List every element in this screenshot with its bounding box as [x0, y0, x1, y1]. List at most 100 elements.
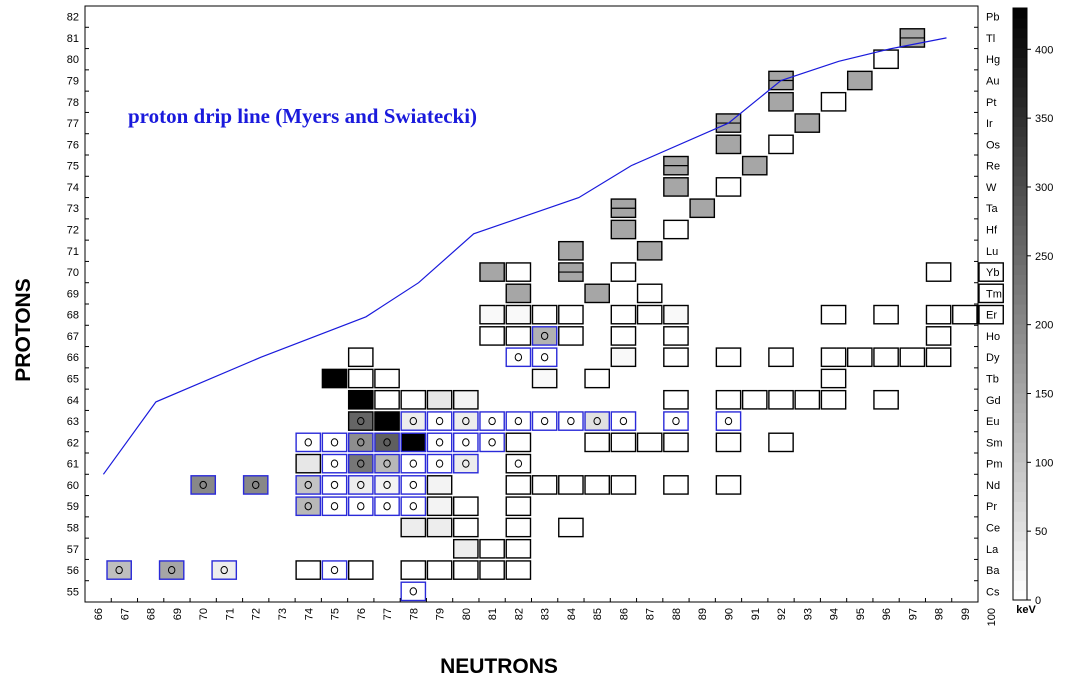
- element-label: Dy: [986, 352, 1000, 364]
- colorbar-segment: [1013, 304, 1027, 315]
- element-label: Tl: [986, 33, 995, 45]
- proton-emitter-marker: [435, 459, 444, 468]
- x-tick-label: 94: [829, 608, 841, 620]
- nucleus-cell: [873, 389, 899, 410]
- x-tick-label: 95: [855, 608, 867, 620]
- x-tick-label: 83: [540, 608, 552, 620]
- element-label: Pt: [986, 97, 996, 109]
- proton-emitter-marker: [357, 459, 365, 468]
- proton-emitter-marker: [357, 480, 365, 490]
- nucleus-cell: [636, 304, 663, 325]
- nucleus-cell: [663, 475, 689, 495]
- proton-emitter-marker: [409, 459, 418, 468]
- colorbar-segment: [1013, 37, 1027, 49]
- nucleus-cell: [925, 326, 952, 346]
- element-label: Sm: [986, 437, 1003, 449]
- colorbar-segment: [1013, 392, 1027, 404]
- colorbar-segment: [1013, 96, 1027, 108]
- colorbar-segment: [1013, 156, 1027, 167]
- nucleus-cell: [584, 283, 610, 304]
- nucleus-cell: [978, 262, 1004, 282]
- nucleus-cell: [820, 304, 847, 325]
- nucleus-cell: [426, 560, 453, 580]
- nucleus-cell: [610, 347, 637, 368]
- colorbar-segment: [1013, 244, 1027, 256]
- nucleus-cell: [689, 198, 716, 219]
- colorbar-segment: [1013, 106, 1027, 118]
- proton-emitter-marker: [488, 438, 496, 447]
- colorbar-segment: [1013, 8, 1027, 19]
- nucleus-cell: [211, 560, 238, 580]
- colorbar-segment: [1013, 284, 1027, 295]
- element-labels: Cs Ba La Ce Pr Nd Pm Sm Eu Gd Tb Dy Ho Er Tm Yb Lu Hf Ta WR…: [974, 5, 1003, 598]
- x-tick-label: 78: [408, 608, 420, 620]
- nucleus-cell: [636, 432, 663, 453]
- x-tick-label: 75: [330, 608, 342, 620]
- nucleus-cell: [374, 368, 400, 389]
- y-tick-label: 64: [67, 395, 79, 407]
- x-tick-label: 98: [934, 608, 946, 620]
- element-label: Au: [986, 76, 999, 88]
- proton-emitter-marker: [357, 502, 365, 511]
- drip-line-annotation: proton drip line (Myers and Swiatecki): [128, 104, 477, 128]
- element-label: Re: [986, 161, 1000, 173]
- nucleus-cell: [925, 347, 952, 368]
- element-label: Pm: [986, 459, 1003, 471]
- nucleus-cell: [505, 475, 532, 495]
- x-tick-label: 92: [776, 608, 788, 620]
- y-tick-label: 75: [67, 161, 79, 173]
- nucleus-cell: [321, 368, 348, 389]
- colorbar: 0 50 100 150 200 250 300 350 400: [1012, 7, 1053, 607]
- x-tick-label: 88: [671, 608, 683, 620]
- proton-emitter-marker: [330, 502, 339, 511]
- y-tick-label: 56: [67, 565, 79, 577]
- x-tick-label: 91: [750, 608, 762, 620]
- nucleus-cell: [558, 411, 584, 431]
- proton-emitter-marker: [409, 480, 418, 490]
- nucleus-cell: [846, 347, 873, 368]
- y-tick-label: 60: [67, 480, 79, 492]
- y-tick-label: 62: [67, 437, 79, 449]
- element-label: Gd: [986, 395, 1001, 407]
- nucleus-cell: [347, 475, 374, 495]
- nucleus-cell: [663, 304, 689, 325]
- x-tick-label: 85: [592, 608, 604, 620]
- nucleus-cell: [610, 262, 637, 282]
- colorbar-segment: [1013, 590, 1027, 601]
- nucleus-cell: [321, 432, 348, 453]
- x-axis-title: NEUTRONS: [440, 655, 558, 678]
- nucleus-cell: [978, 283, 1004, 304]
- y-tick-label: 80: [67, 54, 79, 66]
- nucleus-cell: [347, 496, 374, 517]
- y-tick-label: 55: [67, 586, 79, 598]
- x-tick-label: 71: [224, 608, 236, 620]
- proton-emitter-marker: [330, 480, 339, 490]
- y-tick-label: 57: [67, 544, 79, 556]
- element-label: Eu: [986, 416, 999, 428]
- nucleus-cell: [610, 432, 637, 453]
- y-tick-label: 73: [67, 203, 79, 215]
- colorbar-segment: [1013, 185, 1027, 197]
- element-label: La: [986, 544, 999, 556]
- nucleus-cell: [531, 326, 558, 346]
- y-tick-label: 65: [67, 374, 79, 386]
- nucleus-cell: [794, 113, 821, 133]
- nucleus-cell: [400, 432, 427, 453]
- proton-emitter-marker: [435, 416, 444, 426]
- nucleus-cell: [820, 347, 847, 368]
- nucleus-cell: [295, 496, 322, 517]
- colorbar-segment: [1013, 432, 1027, 443]
- nucleus-cell: [584, 411, 610, 431]
- nucleus-cell: [505, 517, 532, 538]
- element-label: Pb: [986, 12, 999, 24]
- colorbar-segment: [1013, 313, 1027, 325]
- nucleus-cell: [610, 475, 637, 495]
- nucleus-cell: [768, 347, 794, 368]
- nucleus-cell: [295, 453, 322, 474]
- proton-emitter-marker: [514, 353, 523, 362]
- colorbar-segment: [1013, 17, 1027, 29]
- nucleus-cell: [453, 432, 479, 453]
- nucleus-cell: [505, 304, 532, 325]
- nucleus-cell: [663, 432, 689, 453]
- x-tick-label: 80: [461, 608, 473, 620]
